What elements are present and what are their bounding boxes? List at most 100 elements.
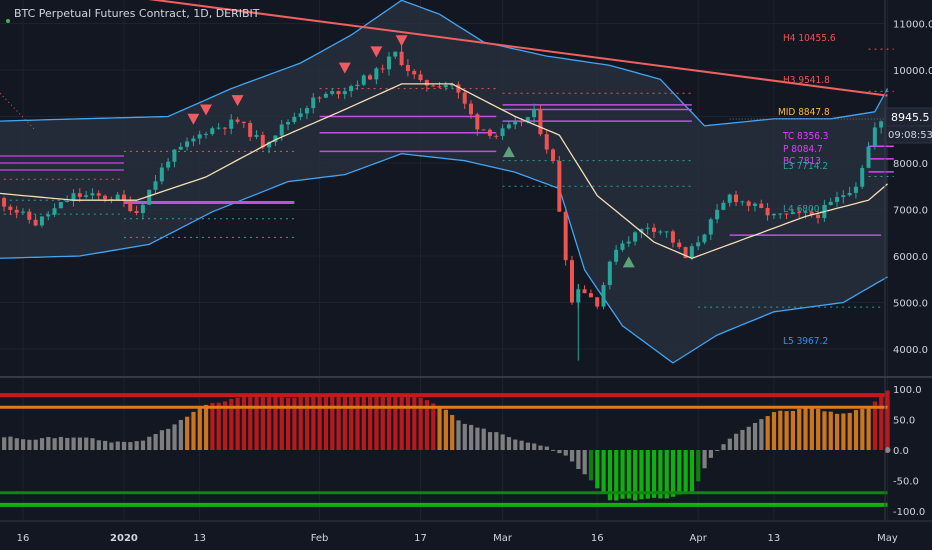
candle [248,122,253,137]
candle [847,192,852,196]
oscillator-bar [292,397,297,450]
oscillator-bar [790,410,796,450]
oscillator-bar [475,427,480,450]
candle [595,297,600,307]
oscillator-bar [752,422,758,450]
candle [361,75,366,85]
price-tick-label: 5000.0 [893,299,928,310]
candle [797,212,802,214]
oscillator-bar [607,450,613,501]
sell-marker [338,62,351,74]
candle [71,193,76,201]
candle [506,124,511,129]
oscillator-bar [639,450,644,500]
oscillator-bar [538,445,543,450]
oscillator-bar [771,412,777,450]
oscillator-bar [487,432,493,450]
oscillator-bar [588,450,594,481]
candle [525,117,530,123]
oscillator-bar [595,450,600,489]
zero-dot [884,447,891,453]
candle [652,227,656,232]
candle [481,129,486,131]
candle [386,56,391,70]
oscillator-bar [519,440,524,450]
oscillator-bar [374,394,379,450]
candle [645,227,650,229]
oscillator-bar [46,437,51,450]
candle [431,85,436,87]
candle [626,241,631,244]
oscillator-bar [670,450,676,497]
oscillator-bar [279,397,284,450]
oscillator-bar [494,432,499,450]
oscillator-bar [677,450,682,495]
oscillator-bar [39,438,45,450]
candle [834,197,839,202]
oscillator-bar [847,412,852,450]
candle [2,198,7,207]
oscillator-bar [355,395,360,450]
candle [197,134,202,139]
oscillator-bar [601,450,606,494]
oscillator-bar [462,423,467,450]
candle [178,146,183,150]
sell-marker [199,104,212,116]
chart-title: BTC Perpetual Futures Contract, 1D, DERI… [6,7,260,23]
countdown-label: 09:08:53 [888,130,932,141]
oscillator-bar [216,402,221,450]
oscillator-bar [342,394,348,450]
time-tick-label: 2020 [110,533,138,544]
price-tick-label: 11000.0 [893,20,932,31]
candle [185,141,190,147]
oscillator-bar [311,396,316,450]
oscillator-bar [431,403,436,450]
candle [330,91,335,94]
oscillator-bar [27,439,32,450]
osc-tick-label: 0.0 [893,446,909,457]
candle [342,91,347,95]
candle [708,219,713,235]
oscillator-bar [71,437,76,450]
dotted-trend-line [0,92,36,131]
oscillator-bar [273,396,278,450]
candle [418,74,423,81]
oscillator-bar [14,438,19,450]
candle [96,193,101,196]
candle [21,211,25,213]
oscillator-bar [166,428,171,450]
oscillator-bar [222,401,228,450]
candle [475,114,480,130]
candle [355,84,360,87]
candle [134,211,139,214]
time-tick-label: Feb [311,533,329,544]
candle [84,195,89,197]
oscillator-bar [633,450,638,501]
oscillator-bar [380,396,385,450]
candle [58,202,63,209]
candle [715,209,720,220]
oscillator-bar [557,450,562,454]
candle [727,194,732,203]
candle [210,128,215,134]
candle [14,209,19,213]
candle [46,214,51,217]
oscillator-bar [330,395,335,450]
oscillator-bar [822,411,827,450]
oscillator-bar [33,439,38,450]
oscillator-bar [248,393,253,450]
oscillator-bar [229,399,234,450]
price-tick-label: 8000.0 [893,159,928,170]
candle [191,138,196,142]
candle [765,207,770,216]
candle [532,110,537,118]
candle [203,133,208,135]
oscillator-bar [96,440,101,450]
oscillator-bar [90,438,95,450]
oscillator-bar [784,411,789,450]
pivot-label: L4 6800.4 [783,204,828,215]
candle [658,231,663,233]
oscillator-bar [569,450,575,462]
oscillator-bar [2,437,7,450]
